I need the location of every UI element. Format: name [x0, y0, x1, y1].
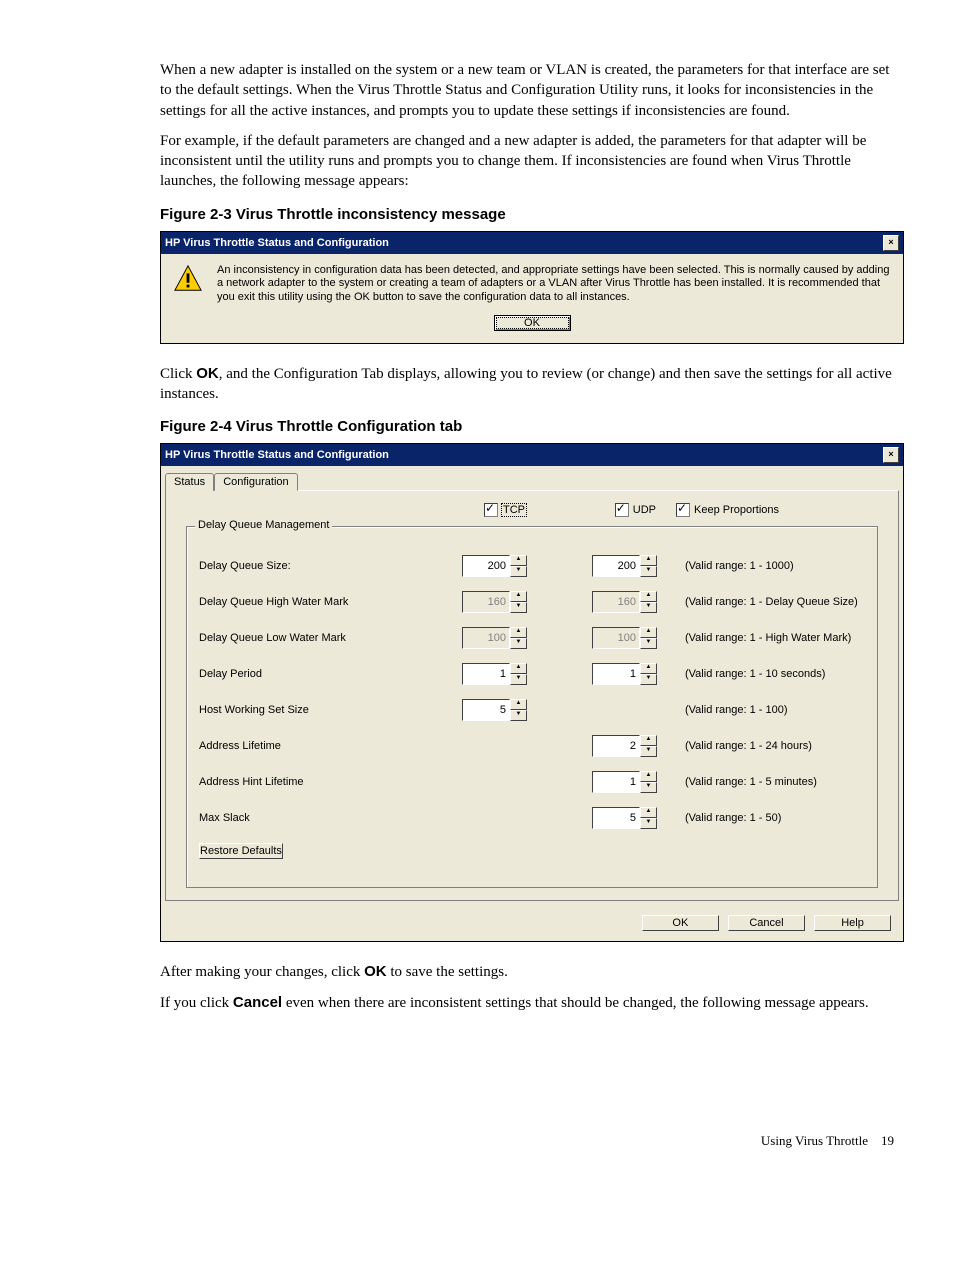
spin-up-icon[interactable]: ▲ — [510, 663, 527, 674]
config-row-dp: Delay Period▲▼▲▼(Valid range: 1 - 10 sec… — [199, 663, 865, 685]
warning-icon — [173, 264, 203, 305]
spin-down-icon[interactable]: ▼ — [640, 746, 657, 757]
row-hint: (Valid range: 1 - 10 seconds) — [677, 668, 865, 680]
groupbox-title: Delay Queue Management — [195, 519, 332, 531]
spinner-input[interactable] — [592, 663, 640, 685]
ok-button[interactable]: OK — [642, 915, 719, 931]
spinner-input[interactable] — [462, 699, 510, 721]
spin-up-icon[interactable]: ▲ — [640, 627, 657, 638]
paragraph-5: If you click Cancel even when there are … — [160, 993, 904, 1013]
spinner-input[interactable] — [592, 771, 640, 793]
paragraph-2: For example, if the default parameters a… — [160, 131, 904, 192]
config-row-ahl: Address Hint Lifetime ▲▼ (Valid range: 1 -… — [199, 771, 865, 793]
spin-down-icon[interactable]: ▼ — [510, 674, 527, 685]
spin-up-icon[interactable]: ▲ — [510, 555, 527, 566]
row-label: Delay Queue Low Water Mark — [199, 632, 417, 644]
restore-defaults-button[interactable]: Restore Defaults — [199, 843, 283, 859]
dialog2-footer: OK Cancel Help — [161, 905, 903, 941]
row-hint: (Valid range: 1 - 24 hours) — [677, 740, 865, 752]
paragraph-4: After making your changes, click OK to s… — [160, 962, 904, 982]
spin-up-icon[interactable]: ▲ — [640, 591, 657, 602]
config-row-al: Address Lifetime ▲▼ (Valid range: 1 - 24 h… — [199, 735, 865, 757]
spin-up-icon[interactable]: ▲ — [510, 591, 527, 602]
spin-up-icon[interactable]: ▲ — [640, 735, 657, 746]
cancel-button[interactable]: Cancel — [728, 915, 805, 931]
config-row-dqs: Delay Queue Size:▲▼▲▼(Valid range: 1 - 1… — [199, 555, 865, 577]
row-label: Max Slack — [199, 812, 417, 824]
paragraph-3: Click OK, and the Configuration Tab disp… — [160, 364, 904, 405]
spinner-input[interactable] — [592, 555, 640, 577]
spin-down-icon[interactable]: ▼ — [640, 782, 657, 793]
tab-status[interactable]: Status — [165, 473, 214, 491]
spin-up-icon[interactable]: ▲ — [510, 627, 527, 638]
row-label: Delay Queue Size: — [199, 560, 417, 572]
configuration-panel: TCP UDP Keep Proportions Delay Queue Man… — [165, 490, 899, 901]
row-label: Host Working Set Size — [199, 704, 417, 716]
spinner-input[interactable] — [592, 735, 640, 757]
close-icon[interactable]: × — [883, 235, 899, 251]
spin-down-icon[interactable]: ▼ — [510, 602, 527, 613]
inconsistency-dialog: HP Virus Throttle Status and Configurati… — [160, 231, 904, 344]
row-label: Address Lifetime — [199, 740, 417, 752]
figure-2-3-caption: Figure 2-3 Virus Throttle inconsistency … — [160, 206, 904, 223]
row-label: Delay Queue High Water Mark — [199, 596, 417, 608]
row-hint: (Valid range: 1 - 50) — [677, 812, 865, 824]
spin-down-icon[interactable]: ▼ — [510, 710, 527, 721]
config-row-lw: Delay Queue Low Water Mark▲▼▲▼(Valid ran… — [199, 627, 865, 649]
spin-down-icon[interactable]: ▼ — [640, 566, 657, 577]
keep-proportions-checkbox[interactable]: Keep Proportions — [676, 503, 779, 517]
spin-down-icon[interactable]: ▼ — [510, 638, 527, 649]
dialog1-title: HP Virus Throttle Status and Configurati… — [165, 237, 389, 249]
spinner-input[interactable] — [462, 555, 510, 577]
spin-down-icon[interactable]: ▼ — [640, 602, 657, 613]
udp-checkbox[interactable]: UDP — [615, 503, 656, 517]
paragraph-1: When a new adapter is installed on the s… — [160, 60, 904, 121]
row-hint: (Valid range: 1 - 1000) — [677, 560, 865, 572]
spinner-input[interactable] — [592, 627, 640, 649]
config-row-ms: Max Slack ▲▼ (Valid range: 1 - 50) — [199, 807, 865, 829]
spinner-input[interactable] — [462, 627, 510, 649]
config-row-hw: Delay Queue High Water Mark▲▼▲▼(Valid ra… — [199, 591, 865, 613]
delay-queue-groupbox: Delay Queue Management Delay Queue Size:… — [186, 526, 878, 888]
row-label: Delay Period — [199, 668, 417, 680]
dialog1-titlebar: HP Virus Throttle Status and Configurati… — [161, 232, 903, 254]
spinner-input[interactable] — [592, 807, 640, 829]
row-hint: (Valid range: 1 - 100) — [677, 704, 865, 716]
spinner-input[interactable] — [462, 591, 510, 613]
config-row-hws: Host Working Set Size ▲▼ (Valid range: 1 -… — [199, 699, 865, 721]
dialog1-message: An inconsistency in configuration data h… — [217, 264, 891, 305]
spin-up-icon[interactable]: ▲ — [640, 771, 657, 782]
page-footer: Using Virus Throttle 19 — [160, 1133, 904, 1149]
spin-up-icon[interactable]: ▲ — [640, 663, 657, 674]
spin-down-icon[interactable]: ▼ — [640, 818, 657, 829]
row-hint: (Valid range: 1 - 5 minutes) — [677, 776, 865, 788]
spinner-input[interactable] — [592, 591, 640, 613]
row-hint: (Valid range: 1 - Delay Queue Size) — [677, 596, 865, 608]
spin-down-icon[interactable]: ▼ — [640, 638, 657, 649]
spin-up-icon[interactable]: ▲ — [640, 555, 657, 566]
row-hint: (Valid range: 1 - High Water Mark) — [677, 632, 865, 644]
figure-2-4-caption: Figure 2-4 Virus Throttle Configuration … — [160, 418, 904, 435]
spin-up-icon[interactable]: ▲ — [510, 699, 527, 710]
close-icon[interactable]: × — [883, 447, 899, 463]
dialog2-titlebar: HP Virus Throttle Status and Configurati… — [161, 444, 903, 466]
tcp-checkbox[interactable]: TCP — [484, 503, 526, 517]
configuration-dialog: HP Virus Throttle Status and Configurati… — [160, 443, 904, 942]
spin-down-icon[interactable]: ▼ — [640, 674, 657, 685]
help-button[interactable]: Help — [814, 915, 891, 931]
ok-button[interactable]: OK — [494, 315, 571, 331]
spin-up-icon[interactable]: ▲ — [640, 807, 657, 818]
spinner-input[interactable] — [462, 663, 510, 685]
row-label: Address Hint Lifetime — [199, 776, 417, 788]
tab-configuration[interactable]: Configuration — [214, 473, 297, 491]
spin-down-icon[interactable]: ▼ — [510, 566, 527, 577]
dialog2-title: HP Virus Throttle Status and Configurati… — [165, 449, 389, 461]
